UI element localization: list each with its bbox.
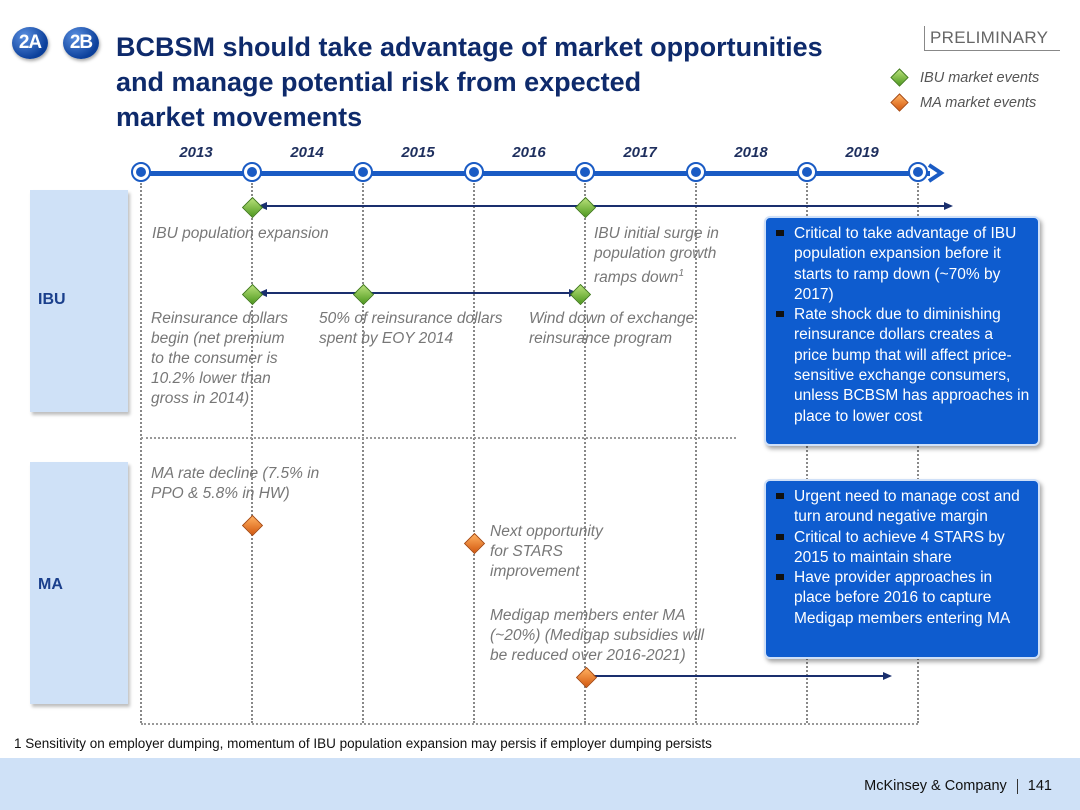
event-wind-down: Wind down of exchange reinsurance progra… <box>529 309 694 349</box>
badge-2a: 2A <box>12 27 48 59</box>
row-label-ma-text: MA <box>38 576 63 593</box>
grid-line <box>806 183 808 723</box>
preliminary-label: PRELIMINARY <box>924 26 1060 51</box>
event-text-line: population growth <box>594 245 717 262</box>
event-text-line: be reduced over 2016-2021) <box>490 647 686 664</box>
medigap-arrow <box>584 672 892 680</box>
callout-bullet: Urgent need to manage cost and turn arou… <box>774 487 1030 528</box>
event-text-line: (~20%) (Medigap subsidies will <box>490 627 705 644</box>
year-label: 2014 <box>290 144 324 161</box>
ibu-callout-list: Critical to take advantage of IBU popula… <box>774 224 1030 427</box>
callout-bullet: Rate shock due to diminishing reinsuranc… <box>774 305 1030 427</box>
timeline-node <box>686 162 706 182</box>
company-name: McKinsey & Company <box>864 778 1007 794</box>
event-text-line: MA rate decline (7.5% in <box>151 465 320 482</box>
event-ibu-population: IBU population expansion <box>152 225 329 242</box>
reinsurance-arrow <box>258 289 578 297</box>
ma-callout: Urgent need to manage cost and turn arou… <box>764 479 1040 659</box>
event-reinsurance-begin: Reinsurance dollars begin (net premium t… <box>151 309 288 409</box>
year-label: 2013 <box>179 144 213 161</box>
grid-line <box>473 183 475 723</box>
event-text-line: gross in 2014) <box>151 390 250 407</box>
legend-ibu-label: IBU market events <box>920 70 1040 86</box>
title-line: market movements <box>116 102 363 132</box>
title-line: BCBSM should take advantage of market op… <box>116 32 823 62</box>
callout-bullet: Critical to take advantage of IBU popula… <box>774 224 1030 305</box>
callout-bullet: Critical to achieve 4 STARS by 2015 to m… <box>774 528 1030 569</box>
grid-line <box>251 183 253 723</box>
event-text-line: 50% of reinsurance dollars <box>319 310 503 327</box>
timeline-node <box>131 162 151 182</box>
grid-line <box>695 183 697 723</box>
event-text-line: PPO & 5.8% in HW) <box>151 485 290 502</box>
footnote: 1 Sensitivity on employer dumping, momen… <box>14 736 712 751</box>
ma-callout-list: Urgent need to manage cost and turn arou… <box>774 487 1030 629</box>
timeline-axis <box>140 171 930 176</box>
year-label: 2016 <box>512 144 546 161</box>
footer-bar: McKinsey & Company 141 <box>0 758 1080 810</box>
timeline-arrowhead-icon <box>927 163 945 183</box>
ma-event-diamond <box>241 514 264 537</box>
year-label: 2019 <box>845 144 879 161</box>
bottom-border <box>141 723 918 725</box>
footer-separator <box>1016 778 1018 794</box>
grid-line <box>362 183 364 723</box>
event-text-line: to the consumer is <box>151 350 278 367</box>
timeline-node <box>464 162 484 182</box>
event-text-line: Wind down of exchange <box>529 310 695 327</box>
event-text-line: Next opportunity <box>490 523 603 540</box>
event-ma-rate-decline: MA rate decline (7.5% in PPO & 5.8% in H… <box>151 464 319 504</box>
timeline-node <box>353 162 373 182</box>
legend-ma: MA market events <box>890 92 1037 112</box>
event-stars: Next opportunity for STARS improvement <box>490 522 603 582</box>
footnote-marker: 1 <box>678 268 684 279</box>
footer-text: McKinsey & Company 141 <box>864 778 1052 794</box>
timeline-node <box>242 162 262 182</box>
event-text-line: reinsurance program <box>529 330 673 347</box>
page-number: 141 <box>1027 778 1052 794</box>
ibu-population-arrow <box>258 202 953 210</box>
legend-ibu: IBU market events <box>890 67 1040 87</box>
year-label: 2018 <box>734 144 768 161</box>
timeline-node <box>575 162 595 182</box>
badge-2b: 2B <box>63 27 99 59</box>
event-ibu-surge: IBU initial surge in population growth r… <box>594 224 719 288</box>
ibu-callout: Critical to take advantage of IBU popula… <box>764 216 1040 446</box>
event-text-line: Reinsurance dollars <box>151 310 288 327</box>
green-diamond-icon <box>890 67 909 87</box>
timeline-node <box>797 162 817 182</box>
grid-line <box>917 183 919 723</box>
callout-bullet: Have provider approaches in place before… <box>774 568 1030 629</box>
event-text-line: spent by EOY 2014 <box>319 330 454 347</box>
event-text-line: for STARS <box>490 543 563 560</box>
event-text-line: begin (net premium <box>151 330 285 347</box>
page-title: BCBSM should take advantage of market op… <box>116 30 906 135</box>
event-text-line: IBU initial surge in <box>594 225 719 242</box>
event-text-line: Medigap members enter MA <box>490 607 686 624</box>
title-line: and manage potential risk from expected <box>116 67 642 97</box>
orange-diamond-icon <box>890 92 909 112</box>
grid-line <box>140 183 142 723</box>
grid-line <box>584 183 586 723</box>
year-label: 2015 <box>401 144 435 161</box>
event-text-line: improvement <box>490 563 580 580</box>
row-label-ma: MA <box>30 462 128 704</box>
legend-ma-label: MA market events <box>920 95 1037 111</box>
timeline-node <box>908 162 928 182</box>
event-medigap: Medigap members enter MA (~20%) (Medigap… <box>490 606 704 666</box>
event-text-line: 10.2% lower than <box>151 370 271 387</box>
ma-event-diamond <box>463 532 486 555</box>
row-divider <box>141 437 736 439</box>
event-reinsurance-50: 50% of reinsurance dollars spent by EOY … <box>319 309 503 349</box>
event-text-line: ramps down <box>594 269 679 287</box>
row-label-ibu-text: IBU <box>38 291 66 308</box>
year-label: 2017 <box>623 144 657 161</box>
row-label-ibu: IBU <box>30 190 128 412</box>
